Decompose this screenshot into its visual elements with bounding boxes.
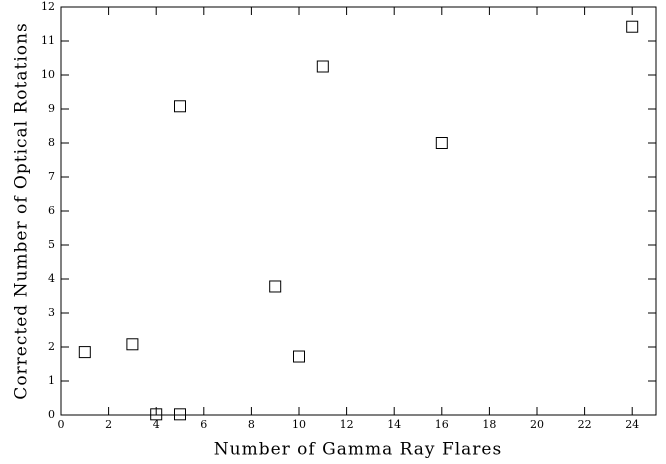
y-tick-label: 9 xyxy=(48,102,55,115)
y-tick-label: 0 xyxy=(48,408,55,421)
y-tick-label: 8 xyxy=(48,136,55,149)
x-tick-label: 14 xyxy=(387,418,401,431)
y-tick-label: 5 xyxy=(48,238,55,251)
y-tick-label: 4 xyxy=(48,272,55,285)
point xyxy=(126,338,139,351)
point xyxy=(316,60,329,73)
x-tick-label: 18 xyxy=(482,418,496,431)
y-tick-label: 11 xyxy=(41,34,55,47)
plot-frame xyxy=(60,6,657,416)
y-tick-label: 2 xyxy=(48,340,55,353)
y-axis-label: Corrected Number of Optical Rotations xyxy=(12,22,32,399)
y-tick-label: 7 xyxy=(48,170,55,183)
x-tick-label: 12 xyxy=(340,418,354,431)
point xyxy=(150,408,163,421)
point xyxy=(174,408,186,421)
x-axis-label: Number of Gamma Ray Flares xyxy=(214,440,502,460)
y-tick-label: 3 xyxy=(48,306,55,319)
x-tick-label: 6 xyxy=(200,418,207,431)
point xyxy=(435,137,448,149)
y-tick-label: 10 xyxy=(41,68,55,81)
point xyxy=(293,350,305,363)
x-tick-label: 22 xyxy=(578,418,592,431)
x-tick-label: 2 xyxy=(105,418,112,431)
y-tick-label: 6 xyxy=(48,204,55,217)
x-tick-label: 24 xyxy=(625,418,639,431)
x-tick-label: 4 xyxy=(153,418,160,431)
point xyxy=(174,100,186,113)
x-tick-label: 20 xyxy=(530,418,544,431)
y-tick-label: 12 xyxy=(41,0,55,13)
x-tick-label: 8 xyxy=(248,418,255,431)
x-tick-label: 16 xyxy=(435,418,449,431)
x-tick-label: 0 xyxy=(58,418,65,431)
y-tick-label: 1 xyxy=(48,374,55,387)
point xyxy=(78,346,91,359)
point xyxy=(626,20,639,33)
x-tick-label: 10 xyxy=(292,418,306,431)
point xyxy=(269,280,282,293)
